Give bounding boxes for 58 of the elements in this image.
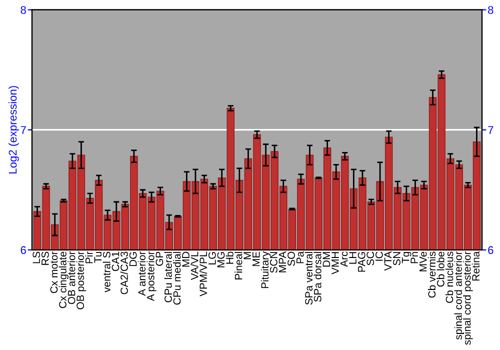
- x-tick-label: GP: [156, 252, 164, 266]
- x-tick-label: Cb vermis: [428, 252, 436, 298]
- x-tick-label: LS: [32, 252, 40, 264]
- x-tick-label: VMH: [332, 252, 339, 274]
- y-tick-label: 7: [20, 126, 26, 134]
- x-tick-label: PAG: [358, 252, 366, 272]
- x-tick-label: SO: [288, 252, 295, 266]
- y2-tick-label: 6: [488, 246, 494, 254]
- x-tick-label: SPa ventral: [304, 252, 313, 305]
- x-tick-label: ventral S: [102, 252, 110, 292]
- x-tick-label: LG: [208, 252, 216, 264]
- y-axis-title: Log2 (expression): [8, 86, 19, 174]
- x-tick-label: IC: [375, 252, 383, 261]
- x-tick-label: A posterior: [146, 251, 156, 302]
- x-tick-label: ME: [252, 252, 260, 266]
- x-tick-label: Tg: [402, 252, 412, 264]
- x-tick-label: Cx cingulate: [58, 252, 68, 308]
- x-tick-label: LH: [349, 252, 356, 264]
- x-tick-label: Arc: [340, 252, 348, 267]
- x-tick-label: Hb: [226, 252, 234, 264]
- x-tick-label: Tu: [94, 252, 102, 263]
- x-tick-label: DG: [129, 252, 137, 266]
- x-tick-label: VA/VL: [190, 252, 198, 280]
- x-tick-label: SPa dorsal: [314, 252, 322, 302]
- x-tick-label: Retina: [472, 251, 480, 281]
- y2-tick-label: 7: [488, 126, 494, 134]
- x-tick-label: Cx motor: [50, 251, 58, 294]
- x-tick-label: A anterior: [138, 251, 146, 296]
- x-tick-label: OB anterior: [68, 251, 76, 304]
- x-tick-label: CA1: [112, 252, 120, 272]
- y-tick-label: 8: [20, 6, 26, 14]
- x-tick-label: Pn: [410, 252, 418, 264]
- x-tick-label: CA2/CA3: [120, 252, 128, 294]
- x-tick-label: VTA: [384, 251, 392, 271]
- x-tick-label: OB posterior: [76, 251, 86, 310]
- y-tick-label: 6: [20, 246, 26, 254]
- x-tick-label: MG: [217, 252, 225, 268]
- x-tick-label: MD: [182, 252, 190, 267]
- x-tick-label: Cb lobe: [436, 252, 444, 287]
- x-tick-label: VPM/VPL: [199, 252, 208, 296]
- x-tick-label: M: [244, 252, 251, 260]
- x-tick-label: Pir: [85, 251, 93, 264]
- x-tick-label: MVe: [420, 252, 427, 272]
- x-tick-label: SCN: [270, 252, 278, 273]
- x-tick-label: CPu medial: [173, 252, 181, 305]
- x-tick-label: SN: [393, 252, 400, 266]
- x-tick-label: Pineal: [234, 252, 242, 280]
- x-tick-label: RS: [41, 252, 49, 265]
- x-tick-label: DM: [322, 252, 330, 267]
- x-tick-label: Cb nucleus: [446, 252, 454, 303]
- y2-tick-label: 8: [488, 6, 494, 14]
- x-tick-label: CPu lateral: [164, 252, 172, 302]
- x-tick-label: Pa: [296, 251, 304, 264]
- x-tick-label: SC: [366, 252, 374, 266]
- x-tick-label: Pituitary: [260, 251, 271, 288]
- x-tick-label: spinal cord anterior: [454, 251, 464, 340]
- x-tick-label: MPA: [278, 251, 286, 272]
- x-tick-label: spinal cord posterior: [463, 251, 473, 345]
